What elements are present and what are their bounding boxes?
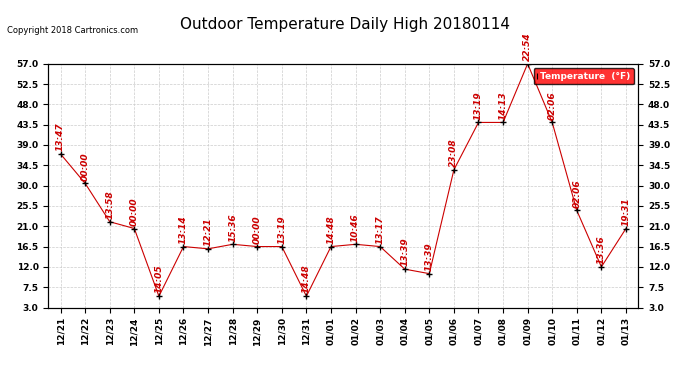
Text: 13:58: 13:58 bbox=[106, 190, 115, 219]
Text: 14:05: 14:05 bbox=[155, 265, 164, 293]
Text: 00:00: 00:00 bbox=[253, 215, 262, 244]
Text: 14:13: 14:13 bbox=[499, 91, 508, 120]
Text: 13:36: 13:36 bbox=[597, 236, 606, 264]
Text: 23:08: 23:08 bbox=[449, 138, 458, 167]
Text: 19:31: 19:31 bbox=[622, 197, 631, 226]
Text: 13:19: 13:19 bbox=[277, 215, 286, 244]
Text: 13:14: 13:14 bbox=[179, 215, 188, 244]
Text: 10:46: 10:46 bbox=[351, 213, 360, 242]
Text: 13:39: 13:39 bbox=[400, 238, 409, 266]
Text: 14:48: 14:48 bbox=[326, 215, 335, 244]
Text: 13:19: 13:19 bbox=[474, 91, 483, 120]
Text: 00:00: 00:00 bbox=[130, 197, 139, 226]
Text: 15:36: 15:36 bbox=[228, 213, 237, 242]
Text: 00:00: 00:00 bbox=[81, 152, 90, 181]
Text: 13:17: 13:17 bbox=[375, 215, 384, 244]
Text: 13:47: 13:47 bbox=[56, 123, 65, 151]
Text: 14:48: 14:48 bbox=[302, 265, 311, 293]
Text: Copyright 2018 Cartronics.com: Copyright 2018 Cartronics.com bbox=[7, 26, 138, 35]
Text: 02:06: 02:06 bbox=[548, 91, 557, 120]
Legend: Temperature  (°F): Temperature (°F) bbox=[533, 68, 633, 84]
Text: Outdoor Temperature Daily High 20180114: Outdoor Temperature Daily High 20180114 bbox=[180, 17, 510, 32]
Text: 13:39: 13:39 bbox=[425, 242, 434, 271]
Text: 12:21: 12:21 bbox=[204, 217, 213, 246]
Text: 22:54: 22:54 bbox=[523, 32, 532, 61]
Text: 02:06: 02:06 bbox=[572, 179, 581, 208]
